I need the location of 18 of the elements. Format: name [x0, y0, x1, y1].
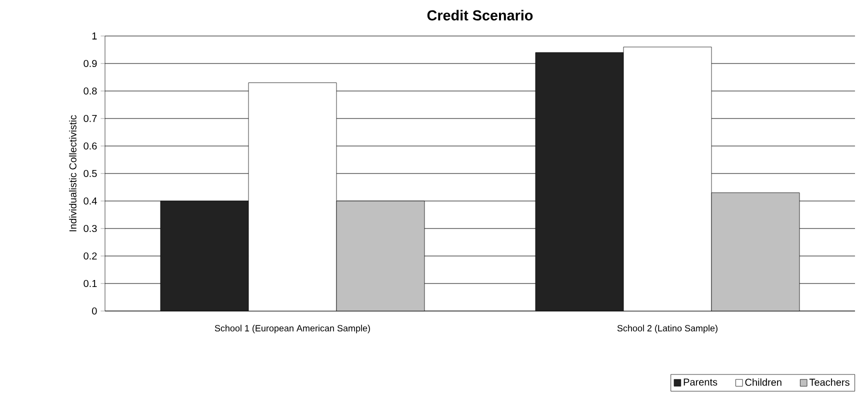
legend-label: Parents [684, 378, 718, 386]
y-tick-label: 0.6 [84, 142, 97, 150]
y-tick-label: 0.5 [84, 170, 97, 178]
legend-label: Teachers [809, 378, 850, 386]
y-tick-label: 0.1 [84, 280, 97, 288]
y-tick-label: 0.7 [84, 114, 97, 122]
x-tick-label: School 1 (European American Sample) [214, 324, 370, 334]
y-tick-label: 0 [92, 307, 97, 315]
legend-label: Children [745, 378, 782, 386]
x-tick-label: School 2 (Latino Sample) [617, 324, 718, 334]
y-axis-title: Individualistic Collectivistic [69, 115, 76, 232]
y-tick-label: 0.9 [84, 60, 97, 68]
y-tick-label: 0.2 [84, 252, 97, 260]
y-tick-label: 0.3 [84, 224, 97, 232]
y-tick-label: 0.4 [84, 197, 97, 205]
y-tick-label: 0.8 [84, 87, 97, 95]
chart-title: Credit Scenario [427, 10, 533, 20]
y-tick-label: 1 [92, 32, 97, 40]
